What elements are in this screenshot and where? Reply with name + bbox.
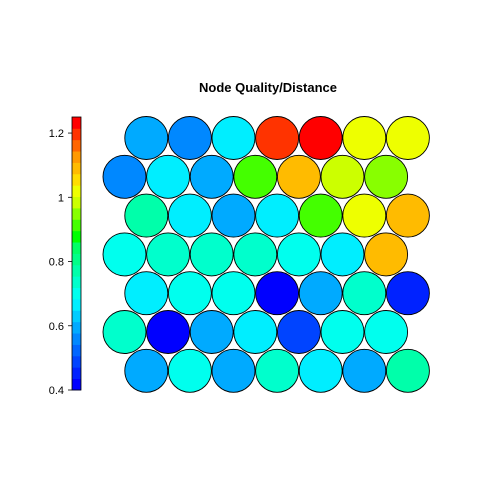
node-circle	[167, 271, 212, 316]
node-circle	[276, 310, 321, 354]
legend-tick-label: 1	[58, 192, 64, 204]
node-circle	[233, 310, 278, 354]
node-circle	[276, 154, 321, 199]
node-circle	[320, 232, 365, 277]
legend-swatch	[72, 230, 81, 243]
legend-swatch	[72, 333, 81, 345]
legend-swatch	[72, 321, 81, 334]
legend-swatch	[72, 151, 81, 163]
node-circle	[364, 154, 409, 199]
node-circle	[124, 271, 169, 316]
node-circle	[211, 193, 256, 238]
node-circle	[102, 310, 147, 354]
legend-swatch	[72, 139, 81, 152]
node-circle	[211, 271, 256, 316]
node-circle	[385, 271, 430, 316]
node-circle	[364, 232, 409, 277]
node-circle	[255, 271, 300, 316]
legend-tick-label: 0.8	[49, 257, 64, 269]
node-circle	[342, 348, 387, 393]
legend-swatch	[72, 173, 81, 186]
node-circle	[146, 154, 191, 199]
node-circle	[211, 116, 256, 160]
legend-swatch	[72, 208, 81, 220]
node-circle	[167, 348, 212, 393]
node-circle	[211, 348, 256, 393]
legend-tick-label: 0.4	[49, 385, 64, 397]
node-circle	[146, 310, 191, 354]
node-circle	[385, 193, 430, 238]
node-circle	[320, 154, 365, 199]
node-circle	[189, 232, 234, 277]
legend-swatch	[72, 253, 81, 266]
node-circle	[233, 154, 278, 199]
node-circle	[298, 116, 343, 160]
legend-tick-label: 1.2	[49, 128, 64, 140]
node-circle	[298, 193, 343, 238]
legend-swatch	[72, 378, 81, 391]
legend-swatch	[72, 162, 81, 175]
legend-swatch	[72, 344, 81, 357]
node-circle	[124, 116, 169, 160]
legend-swatch	[72, 242, 81, 254]
legend-swatch	[72, 310, 81, 323]
legend-swatch	[72, 219, 81, 232]
legend-swatch	[72, 299, 81, 311]
node-circle	[102, 232, 147, 277]
legend-swatch	[72, 276, 81, 289]
node-circle	[385, 348, 430, 393]
node-circle	[385, 116, 430, 160]
legend-swatch	[72, 355, 81, 368]
node-circle	[298, 348, 343, 393]
node-circle	[189, 154, 234, 199]
node-circle	[124, 348, 169, 393]
node-circle	[124, 193, 169, 238]
node-circle	[255, 348, 300, 393]
node-grid	[102, 116, 430, 393]
node-circle	[146, 232, 191, 277]
node-circle	[255, 193, 300, 238]
legend-swatch	[72, 264, 81, 277]
color-scale-legend: 0.4 0.6 0.8 1 1.2	[49, 116, 82, 397]
node-circle	[364, 310, 409, 354]
node-circle	[255, 116, 300, 160]
node-circle	[342, 116, 387, 160]
legend-swatch	[72, 185, 81, 198]
legend-swatch	[72, 196, 81, 209]
node-circle	[102, 154, 147, 199]
legend-frame	[71, 116, 82, 391]
node-circle	[276, 232, 321, 277]
node-circle	[320, 310, 365, 354]
legend-swatch	[72, 367, 81, 380]
node-circle	[189, 310, 234, 354]
node-circle	[342, 193, 387, 238]
node-circle	[342, 271, 387, 316]
node-circle	[167, 193, 212, 238]
legend-swatch	[72, 117, 81, 129]
node-circle	[233, 232, 278, 277]
legend-swatch	[72, 287, 81, 300]
legend-swatch	[72, 128, 81, 141]
legend-tick-label: 0.6	[49, 321, 64, 333]
node-circle	[167, 116, 212, 160]
chart-title: Node Quality/Distance	[199, 80, 337, 95]
node-circle	[298, 271, 343, 316]
